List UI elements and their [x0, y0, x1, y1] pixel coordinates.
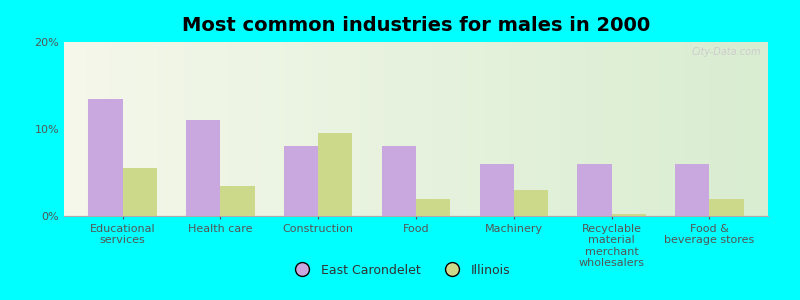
Bar [89, 98, 122, 216]
Bar [710, 199, 743, 216]
Bar [382, 146, 416, 216]
Title: Most common industries for males in 2000: Most common industries for males in 2000 [182, 16, 650, 35]
Bar [675, 164, 710, 216]
Bar [122, 168, 157, 216]
Text: City-Data.com: City-Data.com [691, 47, 761, 57]
Bar [416, 199, 450, 216]
Bar [578, 164, 611, 216]
Bar [284, 146, 318, 216]
Bar [479, 164, 514, 216]
Legend: East Carondelet, Illinois: East Carondelet, Illinois [285, 259, 515, 282]
Bar [514, 190, 548, 216]
Bar [318, 133, 353, 216]
Bar [221, 185, 254, 216]
Bar [611, 214, 646, 216]
Bar [186, 120, 221, 216]
